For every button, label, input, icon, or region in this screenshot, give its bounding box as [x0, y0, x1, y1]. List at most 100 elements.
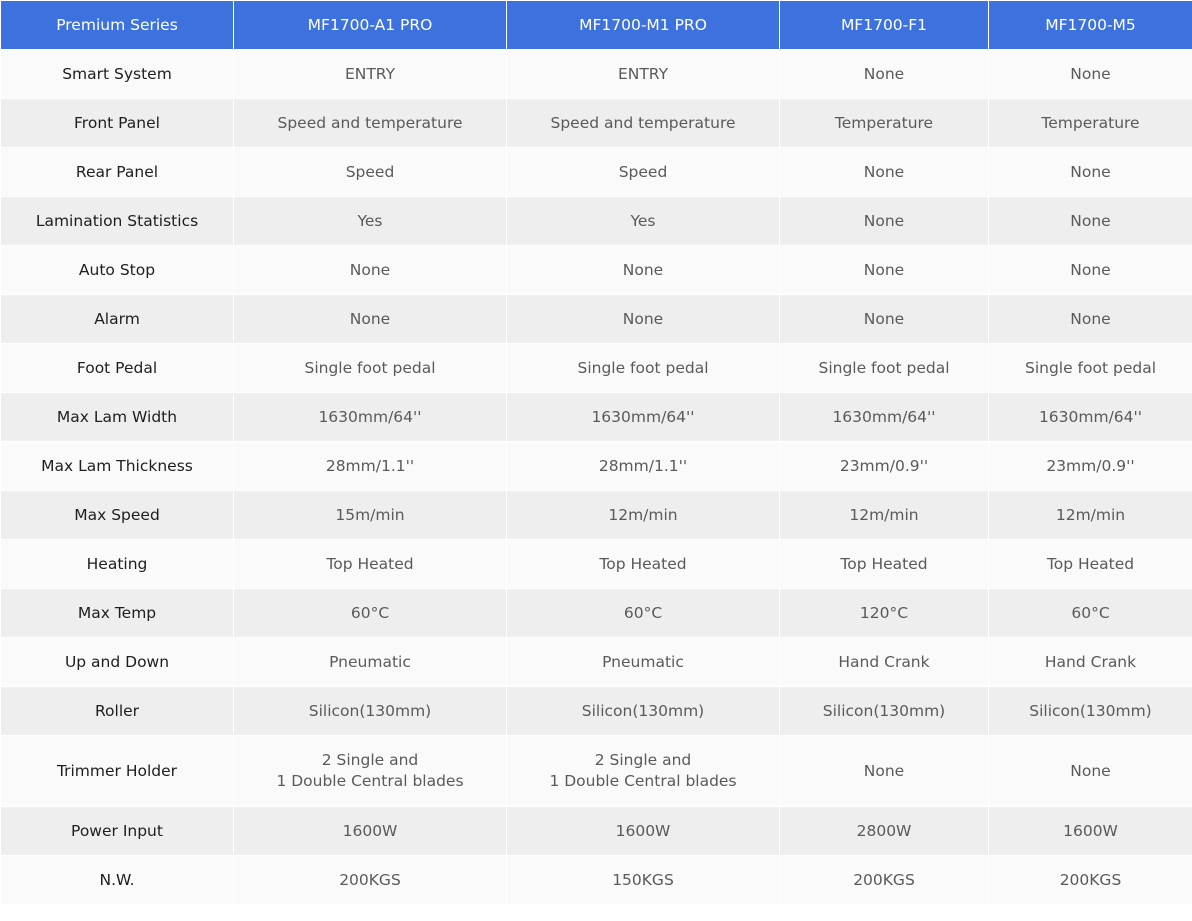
value-cell: Top Heated: [506, 539, 780, 589]
value-cell: Yes: [506, 196, 780, 246]
value-cell: None: [506, 294, 780, 344]
value-cell: None: [779, 294, 989, 344]
value-cell: None: [779, 147, 989, 197]
value-cell: None: [988, 147, 1192, 197]
table-row: Max Temp 60°C 60°C 120°C 60°C: [0, 588, 1192, 638]
value-cell: Pneumatic: [506, 637, 780, 687]
value-cell: 1600W: [506, 806, 780, 856]
value-cell: Top Heated: [988, 539, 1192, 589]
row-label: Foot Pedal: [0, 343, 234, 393]
row-label: Smart System: [0, 49, 234, 99]
table-row: Max Lam Thickness 28mm/1.1'' 28mm/1.1'' 23m…: [0, 441, 1192, 491]
table-row: Trimmer Holder 2 Single and 1 Double Cent…: [0, 735, 1192, 807]
table-row: Alarm None None None None: [0, 294, 1192, 344]
value-cell: 1630mm/64'': [233, 392, 507, 442]
row-label: Rear Panel: [0, 147, 234, 197]
value-cell: ENTRY: [233, 49, 507, 99]
row-label: Up and Down: [0, 637, 234, 687]
value-cell: Speed and temperature: [233, 98, 507, 148]
value-cell: 120°C: [779, 588, 989, 638]
value-cell: None: [779, 49, 989, 99]
table-row: Auto Stop None None None None: [0, 245, 1192, 295]
header-cell: MF1700-M1 PRO: [506, 0, 780, 50]
value-cell: ENTRY: [506, 49, 780, 99]
row-label: N.W.: [0, 855, 234, 905]
table-row: Up and Down Pneumatic Pneumatic Hand Crank H…: [0, 637, 1192, 687]
value-cell: None: [779, 735, 989, 807]
value-cell: 15m/min: [233, 490, 507, 540]
value-cell: None: [233, 245, 507, 295]
value-cell: Silicon(130mm): [779, 686, 989, 736]
value-cell: 1630mm/64'': [506, 392, 780, 442]
value-cell: None: [233, 294, 507, 344]
header-cell: MF1700-M5: [988, 0, 1192, 50]
value-cell: None: [779, 245, 989, 295]
value-cell: 1630mm/64'': [779, 392, 989, 442]
value-cell: None: [988, 196, 1192, 246]
value-cell: 1600W: [233, 806, 507, 856]
value-cell: Silicon(130mm): [988, 686, 1192, 736]
header-cell: MF1700-A1 PRO: [233, 0, 507, 50]
value-cell: 12m/min: [506, 490, 780, 540]
table-row: N.W. 200KGS 150KGS 200KGS 200KGS: [0, 855, 1192, 905]
row-label: Front Panel: [0, 98, 234, 148]
row-label: Alarm: [0, 294, 234, 344]
value-cell: 60°C: [233, 588, 507, 638]
value-cell: None: [988, 245, 1192, 295]
value-cell: Temperature: [988, 98, 1192, 148]
value-cell: None: [988, 294, 1192, 344]
value-cell: None: [779, 196, 989, 246]
value-cell: Pneumatic: [233, 637, 507, 687]
value-cell: 2 Single and 1 Double Central blades: [506, 735, 780, 807]
value-cell: Single foot pedal: [233, 343, 507, 393]
table-row: Heating Top Heated Top Heated Top Heated Top…: [0, 539, 1192, 589]
value-cell: Speed and temperature: [506, 98, 780, 148]
value-cell: Top Heated: [233, 539, 507, 589]
value-cell: 12m/min: [779, 490, 989, 540]
value-cell: Hand Crank: [779, 637, 989, 687]
table-row: Rear Panel Speed Speed None None: [0, 147, 1192, 197]
value-cell: Single foot pedal: [506, 343, 780, 393]
value-cell: Single foot pedal: [988, 343, 1192, 393]
row-label: Trimmer Holder: [0, 735, 234, 807]
value-cell: 23mm/0.9'': [988, 441, 1192, 491]
value-cell: 28mm/1.1'': [506, 441, 780, 491]
table-row: Max Speed 15m/min 12m/min 12m/min 12m/min: [0, 490, 1192, 540]
value-cell: 1630mm/64'': [988, 392, 1192, 442]
value-cell: None: [988, 49, 1192, 99]
row-label: Max Temp: [0, 588, 234, 638]
value-cell: 200KGS: [233, 855, 507, 905]
value-cell: Single foot pedal: [779, 343, 989, 393]
row-label: Max Lam Thickness: [0, 441, 234, 491]
value-cell: 200KGS: [988, 855, 1192, 905]
row-label: Auto Stop: [0, 245, 234, 295]
row-label: Lamination Statistics: [0, 196, 234, 246]
header-cell: MF1700-F1: [779, 0, 989, 50]
value-cell: None: [506, 245, 780, 295]
table-row: Roller Silicon(130mm) Silicon(130mm) Silico…: [0, 686, 1192, 736]
table-row: Front Panel Speed and temperature Speed an…: [0, 98, 1192, 148]
value-cell: Temperature: [779, 98, 989, 148]
row-label: Max Speed: [0, 490, 234, 540]
header-cell: Premium Series: [0, 0, 234, 50]
table-row: Power Input 1600W 1600W 2800W 1600W: [0, 806, 1192, 856]
value-cell: Speed: [506, 147, 780, 197]
value-cell: 23mm/0.9'': [779, 441, 989, 491]
table-row: Smart System ENTRY ENTRY None None: [0, 49, 1192, 99]
table-row: Foot Pedal Single foot pedal Single foot p…: [0, 343, 1192, 393]
value-cell: 2800W: [779, 806, 989, 856]
value-cell: Speed: [233, 147, 507, 197]
row-label: Max Lam Width: [0, 392, 234, 442]
value-cell: 28mm/1.1'': [233, 441, 507, 491]
value-cell: Top Heated: [779, 539, 989, 589]
value-cell: 60°C: [506, 588, 780, 638]
value-cell: 200KGS: [779, 855, 989, 905]
row-label: Power Input: [0, 806, 234, 856]
header-row: Premium Series MF1700-A1 PRO MF1700-M1 P…: [0, 0, 1192, 50]
table-row: Lamination Statistics Yes Yes None None: [0, 196, 1192, 246]
row-label: Heating: [0, 539, 234, 589]
value-cell: 2 Single and 1 Double Central blades: [233, 735, 507, 807]
value-cell: Yes: [233, 196, 507, 246]
value-cell: Silicon(130mm): [233, 686, 507, 736]
